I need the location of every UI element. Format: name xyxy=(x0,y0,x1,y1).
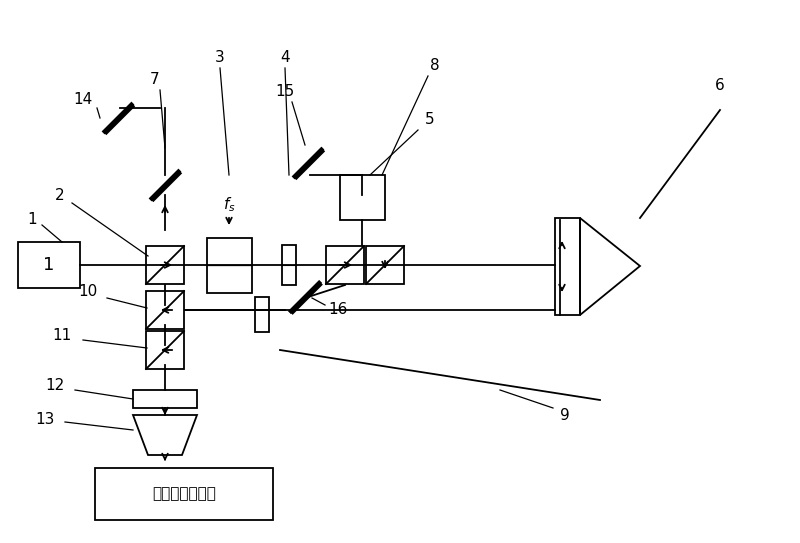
Text: 15: 15 xyxy=(275,85,294,99)
Bar xyxy=(95,468,273,520)
Text: 6: 6 xyxy=(715,78,725,92)
Bar xyxy=(146,291,184,329)
Text: 14: 14 xyxy=(74,92,93,108)
Bar xyxy=(133,390,197,408)
Bar xyxy=(555,218,580,315)
Bar xyxy=(340,175,385,220)
Text: 8: 8 xyxy=(430,58,440,73)
Bar xyxy=(18,242,80,288)
Bar xyxy=(326,246,364,284)
Text: 3: 3 xyxy=(215,50,225,66)
Text: $f_s$: $f_s$ xyxy=(222,195,235,214)
Bar xyxy=(146,331,184,369)
Bar xyxy=(366,246,404,284)
Text: 1: 1 xyxy=(27,212,37,228)
Text: 1: 1 xyxy=(43,256,54,274)
Text: 16: 16 xyxy=(328,302,348,318)
Text: 11: 11 xyxy=(52,327,72,343)
Bar xyxy=(207,238,252,293)
Bar xyxy=(282,245,296,285)
Text: 5: 5 xyxy=(425,112,435,128)
Text: 10: 10 xyxy=(78,285,98,300)
Text: 4: 4 xyxy=(280,50,290,66)
Text: 9: 9 xyxy=(560,407,570,422)
Bar xyxy=(146,246,184,284)
Bar xyxy=(255,297,269,332)
Text: 12: 12 xyxy=(46,377,65,393)
Text: 13: 13 xyxy=(35,413,54,427)
Text: 电子学处理部分: 电子学处理部分 xyxy=(152,487,216,502)
Text: 2: 2 xyxy=(55,187,65,203)
Text: 7: 7 xyxy=(150,73,160,87)
